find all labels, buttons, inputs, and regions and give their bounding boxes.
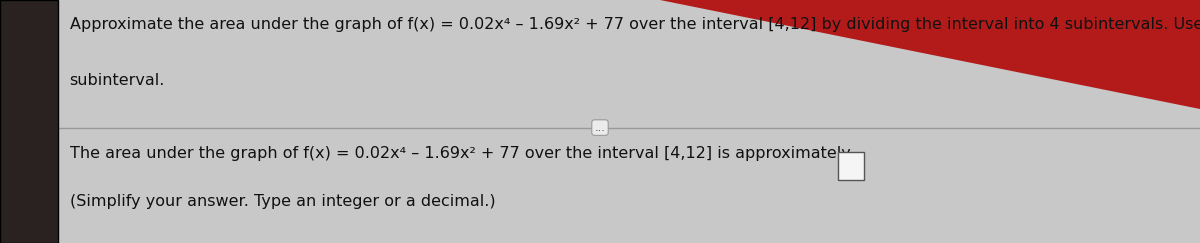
Text: subinterval.: subinterval. [70, 73, 164, 88]
Text: Approximate the area under the graph of f(x) = 0.02x⁴ – 1.69x² + 77 over the int: Approximate the area under the graph of … [70, 17, 1200, 32]
Text: ...: ... [594, 122, 606, 133]
Text: The area under the graph of f(x) = 0.02x⁴ – 1.69x² + 77 over the interval [4,12]: The area under the graph of f(x) = 0.02x… [70, 146, 851, 161]
Text: (Simplify your answer. Type an integer or a decimal.): (Simplify your answer. Type an integer o… [70, 194, 496, 209]
FancyBboxPatch shape [838, 152, 864, 180]
Polygon shape [660, 0, 1200, 109]
FancyBboxPatch shape [0, 0, 58, 243]
